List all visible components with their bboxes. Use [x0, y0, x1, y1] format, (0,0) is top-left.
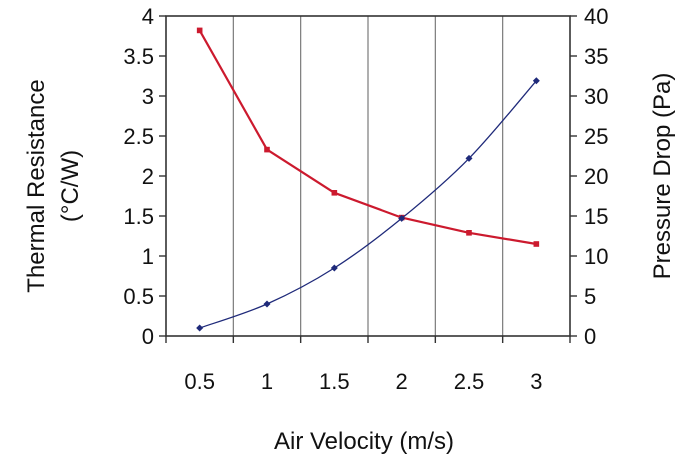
y-right-tick-label: 5	[584, 284, 596, 309]
series-point-2	[330, 264, 338, 272]
y-right-tick-label: 30	[584, 84, 608, 109]
series-point-1	[264, 146, 270, 153]
y-axis-left-title: Thermal Resistance (°C/W)	[23, 79, 84, 292]
x-tick-label: 2.5	[454, 369, 485, 394]
series-point-2	[196, 324, 204, 332]
series-line-1	[198, 29, 537, 246]
y-right-tick-label: 25	[584, 124, 608, 149]
series-point-2	[263, 300, 271, 308]
series-point-1	[196, 27, 203, 34]
y-left-tick-label: 2	[142, 164, 154, 189]
y-right-tick-label: 35	[584, 44, 608, 69]
y-left-tick-label: 3	[142, 84, 154, 109]
series-point-1	[466, 230, 472, 236]
y-left-tick-label: 2.5	[123, 124, 154, 149]
y-left-tick-label: 1.5	[123, 204, 154, 229]
y-right-tick-label: 15	[584, 204, 608, 229]
y-axis-left-title-line-2: (°C/W)	[57, 150, 84, 222]
series-point-1	[533, 241, 540, 247]
y-axis-right-title: Pressure Drop (Pa)	[649, 73, 676, 280]
series-point-2	[465, 154, 473, 162]
y-axis-left-title-line-1: Thermal Resistance	[23, 79, 50, 292]
y-right-tick-label: 40	[584, 4, 608, 29]
x-axis-title: Air Velocity (m/s)	[274, 428, 454, 455]
x-tick-label: 3	[530, 369, 542, 394]
series-point-2	[398, 214, 406, 222]
y-left-tick-label: 1	[142, 244, 154, 269]
y-right-tick-label: 20	[584, 164, 608, 189]
y-left-tick-label: 3.5	[123, 44, 154, 69]
y-right-tick-label: 0	[584, 324, 596, 349]
x-tick-label: 1.5	[319, 369, 350, 394]
series-point-2	[532, 77, 540, 85]
y-left-tick-label: 4	[142, 4, 154, 29]
series-point-1	[331, 190, 338, 196]
y-right-tick-label: 10	[584, 244, 608, 269]
x-tick-label: 1	[261, 369, 273, 394]
y-left-tick-label: 0.5	[123, 284, 154, 309]
y-left-tick-label: 0	[142, 324, 154, 349]
x-tick-label: 0.5	[184, 369, 215, 394]
x-tick-label: 2	[396, 369, 408, 394]
